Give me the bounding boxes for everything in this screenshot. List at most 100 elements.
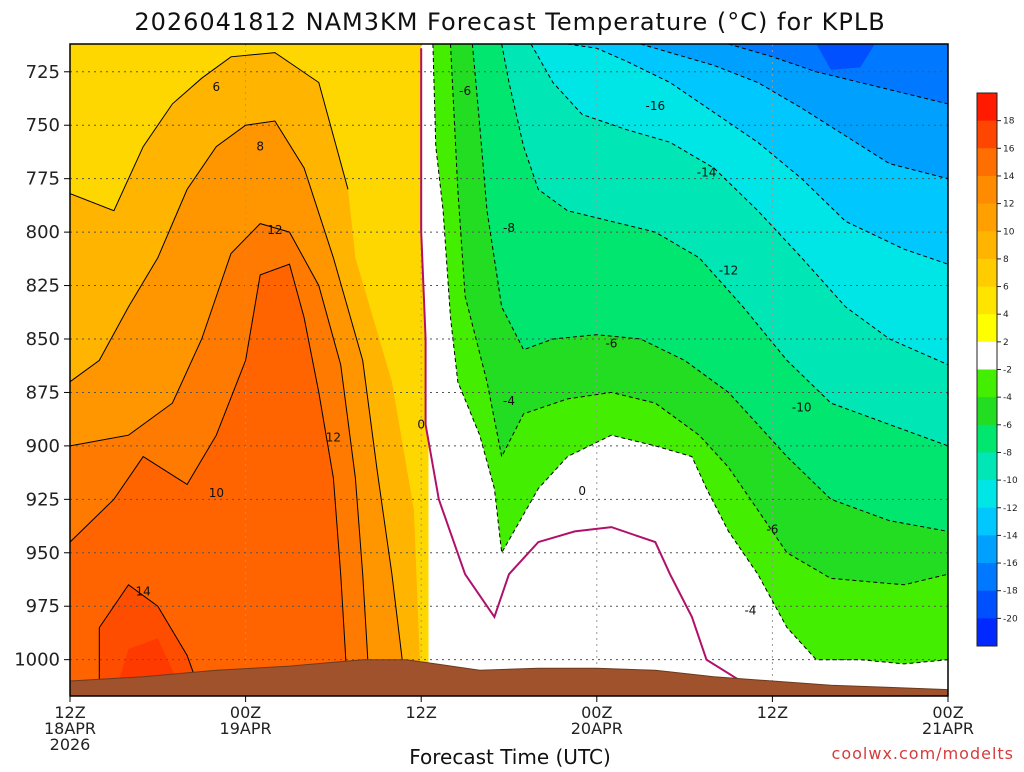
y-tick-label: 950 <box>26 543 60 564</box>
colorbar-swatch <box>977 480 997 509</box>
colorbar-label: -12 <box>1003 504 1018 514</box>
x-tick-label: 00Z <box>932 703 963 722</box>
contour-6 <box>70 52 349 212</box>
contour-label: 0 <box>578 484 586 498</box>
colorbar-label: -18 <box>1003 587 1018 597</box>
contour-m10 <box>530 44 948 366</box>
colorbar-swatch <box>977 424 997 453</box>
x-tick-label: 19APR <box>220 719 272 738</box>
colorbar-swatch <box>977 148 997 177</box>
colorbar-label: -6 <box>1003 421 1012 431</box>
chart-title: 2026041812 NAM3KM Forecast Temperature (… <box>134 8 885 36</box>
contour-label: 8 <box>256 140 264 154</box>
colorbar-swatch <box>977 397 997 426</box>
colorbar-swatch <box>977 93 997 122</box>
freezing-isotherm <box>420 48 759 693</box>
x-tick-label: 21APR <box>922 719 974 738</box>
colorbar-label: 8 <box>1003 255 1009 265</box>
colorbar-swatch <box>977 590 997 619</box>
colorbar-label: 10 <box>1003 227 1015 237</box>
y-tick-label: 725 <box>26 62 60 83</box>
y-tick-label: 850 <box>26 329 60 350</box>
contour-m6 <box>471 44 948 532</box>
contour-labels: 6 8 12 12 10 14 0 0 -6 -8 -4 -6 -16 -14 -12 -10 -6 -4 <box>136 80 812 618</box>
contour-label: 14 <box>136 584 151 598</box>
y-tick-label: 775 <box>26 169 60 190</box>
contour-m4 <box>450 44 948 586</box>
colorbar-swatch <box>977 369 997 398</box>
contour-label: 6 <box>213 80 221 94</box>
colorbar-label: 12 <box>1003 200 1014 210</box>
colorbar-label: 14 <box>1003 172 1015 182</box>
contour-label: -10 <box>792 400 812 414</box>
contour-14 <box>98 584 203 696</box>
y-tick-label: 825 <box>26 276 60 297</box>
y-tick-label: 900 <box>26 436 60 457</box>
colorbar-label: 6 <box>1003 283 1009 293</box>
colorbar-swatch <box>977 618 997 647</box>
x-axis-label: Forecast Time (UTC) <box>409 745 611 768</box>
colorbar-label: 16 <box>1003 144 1015 154</box>
x-tick-label: 20APR <box>571 719 623 738</box>
colorbar-swatch <box>977 563 997 592</box>
y-tick-label: 975 <box>26 596 60 617</box>
contour-label: 0 <box>417 418 425 432</box>
credit-text: coolwx.com/modelts <box>832 744 1014 763</box>
colorbar-label: 18 <box>1003 117 1015 127</box>
y-axis: 725 750 775 800 825 850 875 900 925 950 975 1000 <box>14 62 70 671</box>
colorbar-label: -20 <box>1003 614 1018 624</box>
x-tick-label: 00Z <box>581 703 612 722</box>
colorbar-swatch <box>977 175 997 205</box>
colorbar-label: -10 <box>1003 476 1018 486</box>
colorbar-swatch <box>977 286 997 315</box>
contour-label: -4 <box>744 603 756 617</box>
x-tick-label: 00Z <box>230 703 261 722</box>
colorbar-label: 2 <box>1003 338 1009 348</box>
contour-label: -12 <box>719 264 739 278</box>
colorbar-swatch <box>977 341 997 370</box>
contour-label: 12 <box>267 223 282 237</box>
contour-label: 12 <box>326 430 341 444</box>
contour-label: -14 <box>697 165 717 179</box>
warm-band-12 <box>70 264 348 696</box>
colorbar-swatch <box>977 535 997 564</box>
colorbar-swatch <box>977 507 997 536</box>
contour-label: -6 <box>766 522 778 536</box>
contour-m2 <box>432 44 948 665</box>
colorbar-swatch <box>977 258 997 288</box>
contour-m16 <box>728 44 948 105</box>
plot-area: 6 8 12 12 10 14 0 0 -6 -8 -4 -6 -16 -14 -12 -10 -6 -4 <box>70 44 948 696</box>
colorbar-swatch <box>977 231 997 260</box>
contour-label: -4 <box>503 394 515 408</box>
contour-label: -6 <box>459 84 471 98</box>
contour-label: -6 <box>605 336 617 350</box>
terrain-layer <box>70 659 948 696</box>
contour-12 <box>70 263 349 696</box>
colorbar-swatch <box>977 203 997 232</box>
colorbar-swatch <box>977 452 997 481</box>
contour-m8 <box>501 44 948 447</box>
x-tick-label: 18APR <box>44 719 96 738</box>
temperature-fill-layer <box>70 44 948 696</box>
contour-8 <box>70 120 408 696</box>
colorbar-label: 4 <box>1003 310 1009 320</box>
colorbar-swatch <box>977 314 997 343</box>
contour-lines <box>70 44 948 696</box>
y-tick-label: 1000 <box>14 650 60 671</box>
contour-label: 10 <box>209 486 224 500</box>
cold-band-m18 <box>816 44 875 70</box>
x-tick-label: 12Z <box>54 703 85 722</box>
colorbar-label: -2 <box>1003 366 1012 376</box>
y-tick-label: 800 <box>26 222 60 243</box>
colorbar-label: -14 <box>1003 531 1018 541</box>
y-tick-label: 875 <box>26 382 60 403</box>
colorbar-swatch <box>977 120 997 149</box>
contour-label: -16 <box>646 99 666 113</box>
colorbar-legend: 18 16 14 12 10 8 6 4 2 -2 -4 -6 -8 -10 -12 -14 -16 -18 -20 <box>976 92 1018 647</box>
x-tick-label: 12Z <box>757 703 788 722</box>
y-tick-label: 750 <box>26 115 60 136</box>
contour-label: -8 <box>503 221 515 235</box>
cold-band-m16 <box>728 44 948 104</box>
